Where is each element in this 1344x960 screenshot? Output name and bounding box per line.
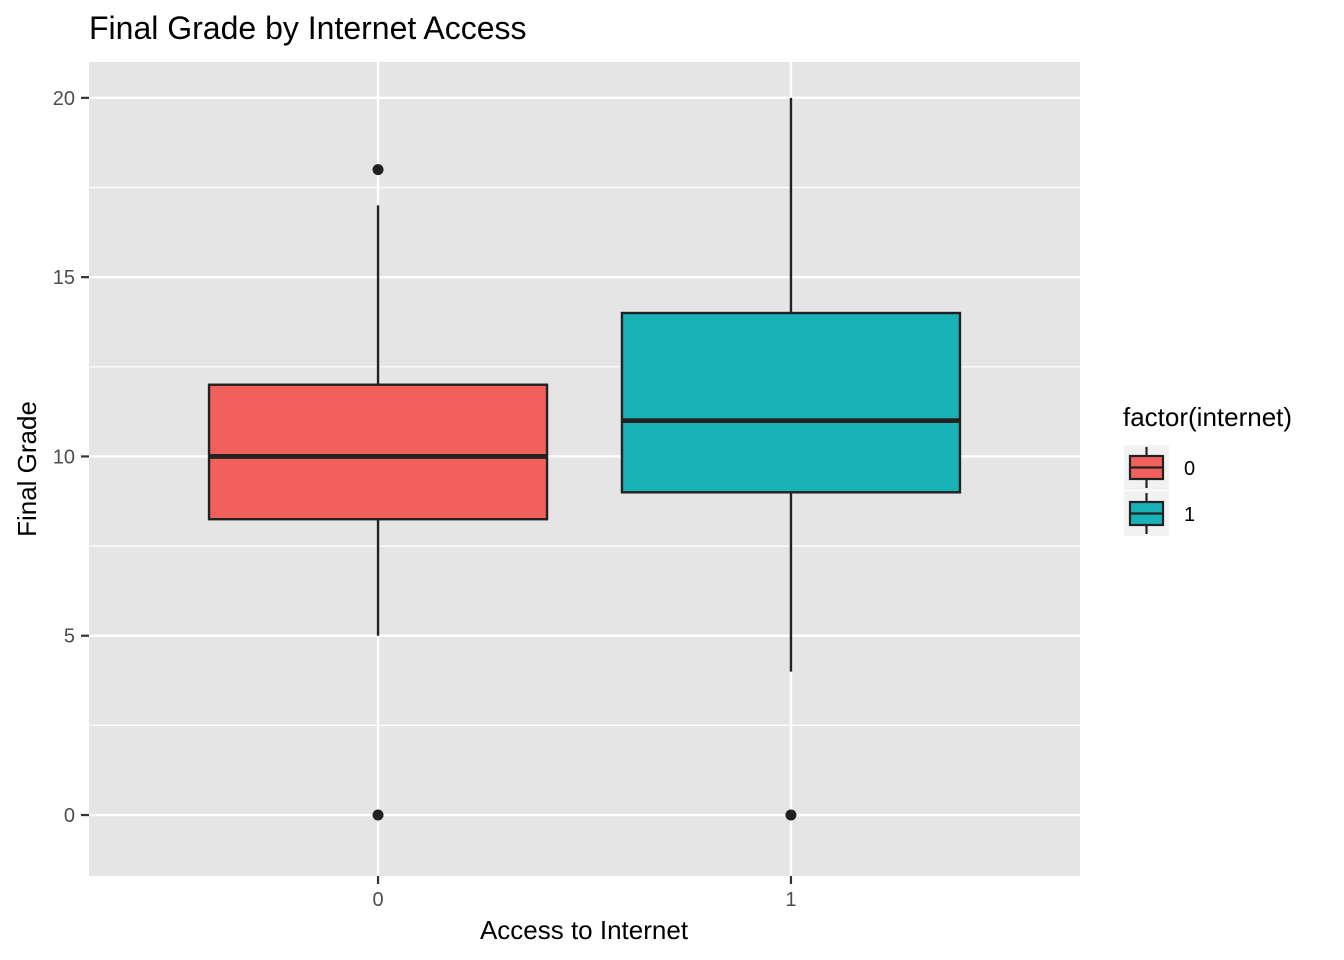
y-tick-label: 0 <box>64 805 75 827</box>
outlier-point <box>785 809 797 821</box>
legend-title: factor(internet) <box>1123 402 1292 432</box>
outlier-point <box>372 164 384 176</box>
legend-item-1: 1 <box>1124 491 1195 536</box>
x-tick-label: 0 <box>372 889 383 911</box>
legend-label: 0 <box>1184 458 1195 480</box>
box-iqr <box>207 383 549 521</box>
x-tick-label: 1 <box>785 889 796 911</box>
box-1 <box>620 97 962 821</box>
y-tick-label: 10 <box>53 446 75 468</box>
y-tick-label: 5 <box>64 626 75 648</box>
box-0 <box>207 164 549 821</box>
legend-label: 1 <box>1184 504 1195 526</box>
legend-item-0: 0 <box>1124 445 1195 490</box>
legend: factor(internet) 01 <box>1123 402 1292 536</box>
x-axis-title: Access to Internet <box>480 915 689 945</box>
boxplot-layer <box>207 97 962 821</box>
y-tick-label: 20 <box>53 88 75 110</box>
y-axis: 0 5 10 15 20 <box>53 88 89 827</box>
legend-keys: 01 <box>1124 445 1195 536</box>
outlier-point <box>372 809 384 821</box>
chart-title: Final Grade by Internet Access <box>89 10 527 46</box>
y-tick-label: 15 <box>53 267 75 289</box>
y-axis-title: Final Grade <box>12 401 42 537</box>
box-iqr <box>620 311 962 494</box>
